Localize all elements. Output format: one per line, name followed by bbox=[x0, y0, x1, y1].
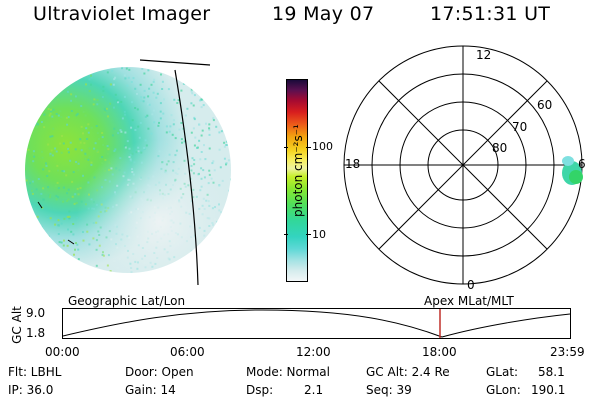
mlt-label-0: 0 bbox=[467, 278, 475, 292]
orbit-plot-frame bbox=[62, 308, 571, 339]
orbit-xtick-1800: 18:00 bbox=[422, 345, 457, 359]
orbit-xtick-0000: 00:00 bbox=[45, 345, 80, 359]
status-ip: IP: 36.0 bbox=[8, 383, 54, 397]
apex-label: Apex MLat/MLT bbox=[424, 294, 514, 308]
instrument-title: Ultraviolet Imager bbox=[33, 3, 211, 25]
orbit-altitude-plot bbox=[62, 308, 571, 339]
mlat-label-80: 80 bbox=[492, 141, 508, 155]
terminator-line-top bbox=[139, 59, 211, 66]
mlt-label-18: 18 bbox=[345, 157, 361, 171]
geographic-label: Geographic Lat/Lon bbox=[68, 294, 186, 308]
orbit-ytick-1-8: 1.8 bbox=[26, 326, 46, 340]
status-glon-value: 190.1 bbox=[531, 383, 566, 397]
status-door: Door: Open bbox=[125, 365, 194, 379]
mlt-label-12: 12 bbox=[476, 48, 492, 62]
coast-mark bbox=[67, 239, 75, 245]
polar-diagonal bbox=[378, 80, 548, 250]
mlat-label-60: 60 bbox=[537, 98, 553, 112]
observation-date: 19 May 07 bbox=[272, 3, 375, 25]
orbit-xtick-1200: 12:00 bbox=[296, 345, 331, 359]
status-dsp-value: 2.1 bbox=[304, 383, 324, 397]
mlt-label-6: 6 bbox=[578, 157, 586, 171]
colorbar-tick bbox=[284, 234, 288, 235]
coast-mark bbox=[37, 201, 43, 209]
colorbar-tick bbox=[306, 147, 311, 148]
status-glat-value: 58.1 bbox=[538, 365, 565, 379]
observation-time: 17:51:31 UT bbox=[430, 3, 551, 25]
polar-mlt-plot bbox=[343, 45, 583, 285]
aurora-blob-edge bbox=[562, 156, 574, 166]
status-glat-label: GLat: bbox=[486, 365, 519, 379]
aurora-blob-core bbox=[569, 170, 583, 184]
status-dsp-label: Dsp: bbox=[246, 383, 274, 397]
uvi-earth-image bbox=[25, 59, 231, 286]
colorbar-unit: photon cm⁻²s⁻¹ bbox=[291, 124, 305, 217]
status-seq: Seq: 39 bbox=[366, 383, 412, 397]
colorbar-tick bbox=[306, 234, 311, 235]
colorbar bbox=[286, 79, 308, 282]
colorbar-label-100: 100 bbox=[312, 140, 333, 153]
mlat-label-70: 70 bbox=[512, 120, 528, 134]
orbit-xtick-2359: 23:59 bbox=[550, 345, 585, 359]
colorbar-tick bbox=[284, 147, 288, 148]
status-gc-alt: GC Alt: 2.4 Re bbox=[366, 365, 450, 379]
orbit-ytick-9: 9.0 bbox=[26, 306, 46, 320]
status-mode: Mode: Normal bbox=[246, 365, 330, 379]
colorbar-label-10: 10 bbox=[312, 228, 326, 241]
orbit-axis-label: GC Alt bbox=[9, 306, 24, 344]
status-glon-label: GLon: bbox=[486, 383, 521, 397]
status-filter: Flt: LBHL bbox=[8, 365, 62, 379]
status-gain: Gain: 14 bbox=[125, 383, 176, 397]
terminator-line bbox=[174, 69, 199, 286]
orbit-xtick-0600: 06:00 bbox=[170, 345, 205, 359]
orbit-altitude-curve bbox=[62, 309, 571, 338]
